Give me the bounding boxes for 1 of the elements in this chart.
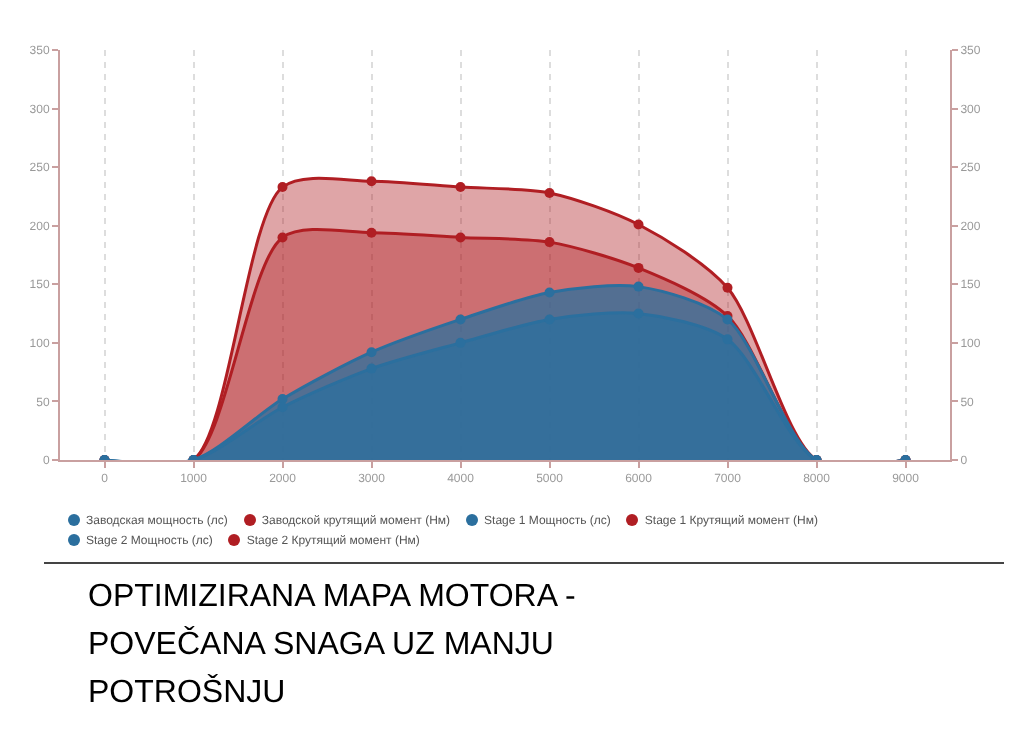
text: OPTIMIZIRANA MAPA MOTORA - POVEČANA SNAGA UZ MANJU POTROŠNJU	[88, 578, 578, 714]
